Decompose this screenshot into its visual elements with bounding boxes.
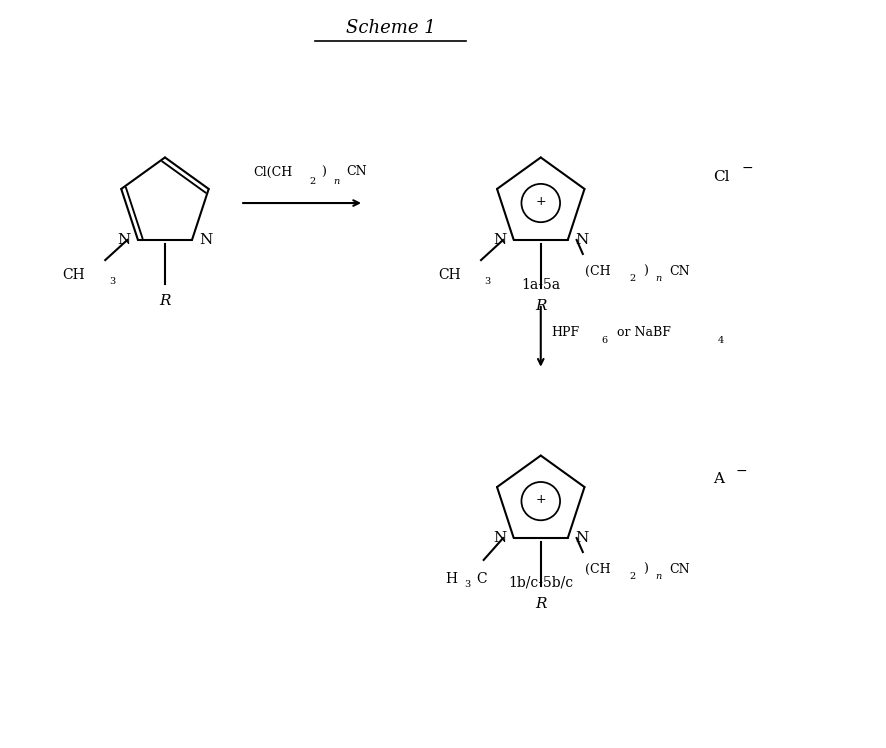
Text: or NaBF: or NaBF bbox=[612, 326, 671, 339]
Text: N: N bbox=[574, 531, 587, 545]
Text: 1a-5a: 1a-5a bbox=[521, 278, 560, 292]
Text: Cl: Cl bbox=[712, 170, 729, 184]
Text: −: − bbox=[741, 161, 752, 175]
Text: R: R bbox=[534, 597, 546, 611]
Text: CN: CN bbox=[669, 563, 689, 576]
Text: N: N bbox=[118, 233, 131, 247]
Text: Scheme 1: Scheme 1 bbox=[346, 19, 435, 37]
Text: N: N bbox=[574, 233, 587, 247]
Text: 1b/c-5b/c: 1b/c-5b/c bbox=[508, 576, 572, 589]
Text: C: C bbox=[476, 572, 486, 586]
Text: N: N bbox=[198, 233, 212, 247]
Text: Cl(CH: Cl(CH bbox=[253, 165, 292, 179]
Text: 2: 2 bbox=[629, 274, 635, 283]
Text: ): ) bbox=[321, 165, 326, 179]
Text: CH: CH bbox=[438, 268, 460, 282]
Text: 2: 2 bbox=[308, 177, 315, 186]
Text: A: A bbox=[712, 472, 723, 486]
Text: n: n bbox=[655, 572, 661, 581]
Text: ): ) bbox=[642, 563, 647, 576]
Text: CN: CN bbox=[669, 265, 689, 278]
Text: (CH: (CH bbox=[585, 265, 610, 278]
Text: 6: 6 bbox=[600, 336, 606, 345]
Text: n: n bbox=[655, 274, 661, 283]
Text: n: n bbox=[332, 177, 338, 186]
Text: 3: 3 bbox=[109, 277, 115, 286]
Text: 3: 3 bbox=[463, 580, 470, 589]
Text: R: R bbox=[534, 298, 546, 313]
Text: R: R bbox=[159, 294, 170, 308]
Text: HPF: HPF bbox=[551, 326, 579, 339]
Text: N: N bbox=[493, 233, 506, 247]
Text: +: + bbox=[535, 493, 546, 506]
Text: −: − bbox=[734, 464, 746, 477]
Text: (CH: (CH bbox=[585, 563, 610, 576]
Text: 3: 3 bbox=[484, 277, 490, 286]
Text: 2: 2 bbox=[629, 572, 635, 581]
Text: ): ) bbox=[642, 265, 647, 278]
Text: H: H bbox=[445, 572, 456, 586]
Text: 4: 4 bbox=[717, 336, 723, 345]
Text: +: + bbox=[535, 194, 546, 208]
Text: CH: CH bbox=[62, 268, 85, 282]
Text: CN: CN bbox=[346, 165, 367, 179]
Text: N: N bbox=[493, 531, 506, 545]
